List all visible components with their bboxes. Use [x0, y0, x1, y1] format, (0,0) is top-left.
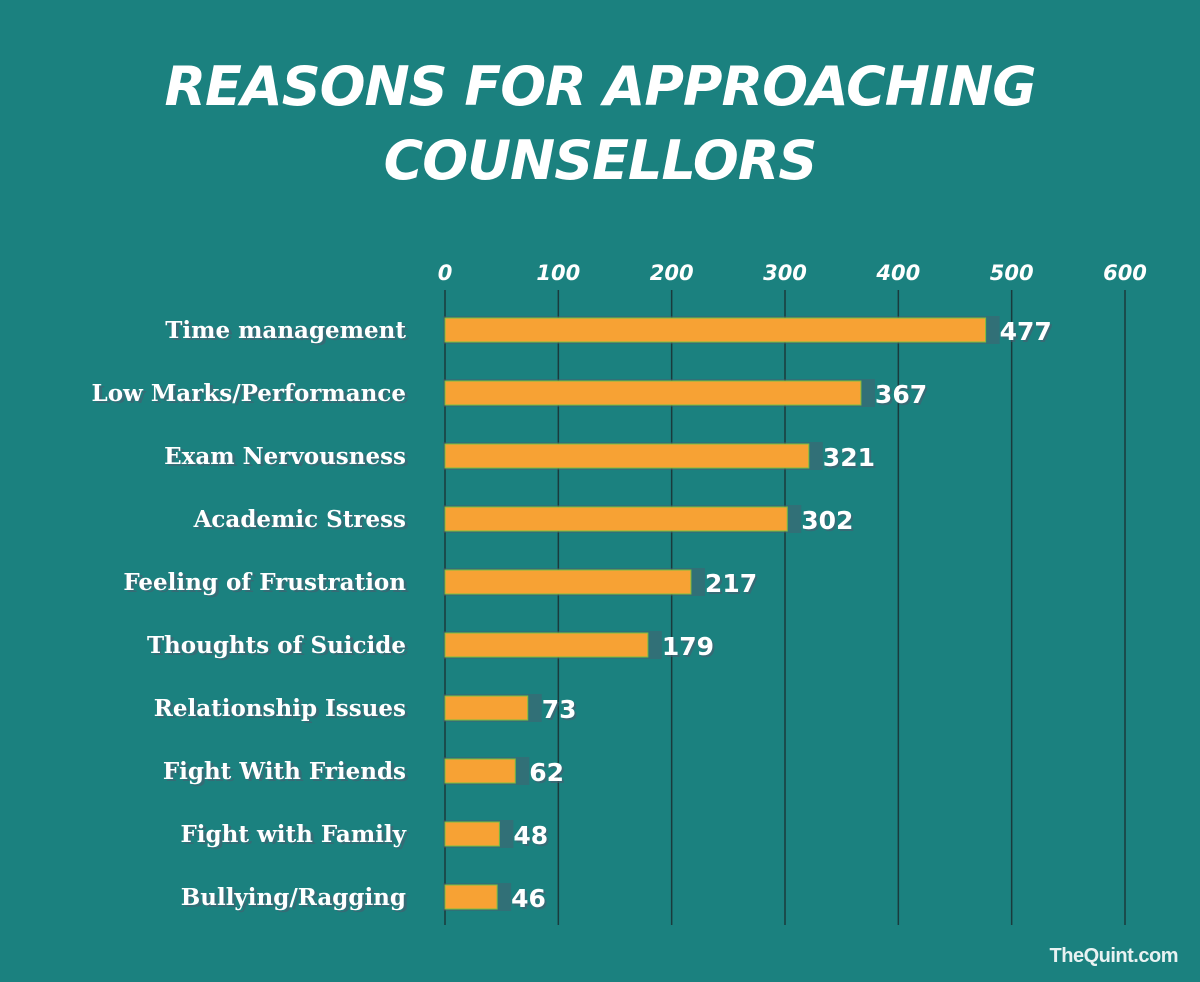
value-label-fight-with-friends: 62 [529, 758, 564, 787]
bar-academic-stress [444, 506, 788, 532]
chart-title: REASONS FOR APPROACHING COUNSELLORS [0, 50, 1200, 198]
value-label-fight-with-family: 48 [513, 821, 548, 850]
bar-low-marks-performance [444, 380, 862, 406]
bar-time-management [444, 317, 987, 343]
x-axis-tick-labels: 0 100 200 300 400 500 600 [438, 261, 1147, 285]
value-label-shadow-thoughts-of-suicide: 179 [664, 634, 716, 663]
value-label-shadow-bullying-ragging: 46 [513, 886, 548, 915]
x-tick-label-100: 100 [536, 261, 580, 285]
category-label-bullying-ragging: Bullying/Ragging [181, 884, 406, 911]
chart-title-line-1: REASONS FOR APPROACHING [164, 55, 1036, 118]
bar-feeling-of-frustration [444, 569, 692, 595]
category-label-shadow-thoughts-of-suicide: Thoughts of Suicide [150, 634, 409, 661]
value-label-time-management: 477 [1000, 317, 1052, 346]
category-label-shadow-low-marks-performance: Low Marks/Performance [95, 382, 409, 409]
bar-thoughts-of-suicide [444, 632, 649, 658]
value-label-relationship-issues: 73 [542, 695, 577, 724]
value-label-shadow-time-management: 477 [1002, 319, 1054, 348]
value-label-feeling-of-frustration: 217 [705, 569, 757, 598]
category-label-thoughts-of-suicide: Thoughts of Suicide [147, 632, 406, 659]
bar-fight-with-friends [444, 758, 516, 784]
x-tick-label-300: 300 [763, 261, 807, 285]
category-label-shadow-fight-with-friends: Fight With Friends [166, 760, 409, 787]
category-label-shadow-fight-with-family: Fight with Family [183, 823, 409, 850]
category-label-academic-stress: Academic Stress [193, 506, 406, 533]
value-label-academic-stress: 302 [801, 506, 853, 535]
category-label-fight-with-family: Fight with Family [180, 821, 406, 848]
bar-bullying-ragging [444, 884, 498, 910]
value-label-thoughts-of-suicide: 179 [662, 632, 714, 661]
bars [443, 316, 1000, 911]
value-label-shadow-academic-stress: 302 [803, 508, 855, 537]
source-watermark: TheQuint.com [1049, 945, 1179, 967]
value-label-shadow-fight-with-friends: 62 [531, 760, 566, 789]
x-tick-label-600: 600 [1103, 261, 1147, 285]
x-tick-label-500: 500 [990, 261, 1034, 285]
x-tick-label-200: 200 [650, 261, 694, 285]
value-labels: 4774773673673213213023022172171791797373… [511, 317, 1054, 915]
value-label-shadow-relationship-issues: 73 [544, 697, 579, 726]
category-label-shadow-exam-nervousness: Exam Nervousness [167, 445, 409, 472]
value-label-shadow-feeling-of-frustration: 217 [707, 571, 759, 600]
category-label-time-management: Time management [165, 317, 406, 344]
value-label-bullying-ragging: 46 [511, 884, 546, 913]
value-label-shadow-low-marks-performance: 367 [877, 382, 929, 411]
x-tick-label-400: 400 [875, 261, 920, 285]
category-label-shadow-relationship-issues: Relationship Issues [157, 697, 409, 724]
category-label-shadow-academic-stress: Academic Stress [196, 508, 409, 535]
category-label-exam-nervousness: Exam Nervousness [164, 443, 406, 470]
x-tick-label-0: 0 [438, 261, 453, 285]
category-label-relationship-issues: Relationship Issues [154, 695, 406, 722]
value-label-shadow-exam-nervousness: 321 [825, 445, 877, 474]
bar-exam-nervousness [444, 443, 810, 469]
value-label-exam-nervousness: 321 [823, 443, 875, 472]
bar-fight-with-family [444, 821, 500, 847]
bar-relationship-issues [444, 695, 529, 721]
category-label-feeling-of-frustration: Feeling of Frustration [123, 569, 406, 596]
chart-title-line-2: COUNSELLORS [383, 129, 818, 192]
category-label-fight-with-friends: Fight With Friends [163, 758, 406, 785]
value-label-low-marks-performance: 367 [875, 380, 927, 409]
category-label-shadow-feeling-of-frustration: Feeling of Frustration [126, 571, 409, 598]
category-label-shadow-bullying-ragging: Bullying/Ragging [184, 886, 409, 913]
category-label-shadow-time-management: Time management [168, 319, 409, 346]
category-label-low-marks-performance: Low Marks/Performance [92, 380, 406, 407]
value-label-shadow-fight-with-family: 48 [515, 823, 550, 852]
